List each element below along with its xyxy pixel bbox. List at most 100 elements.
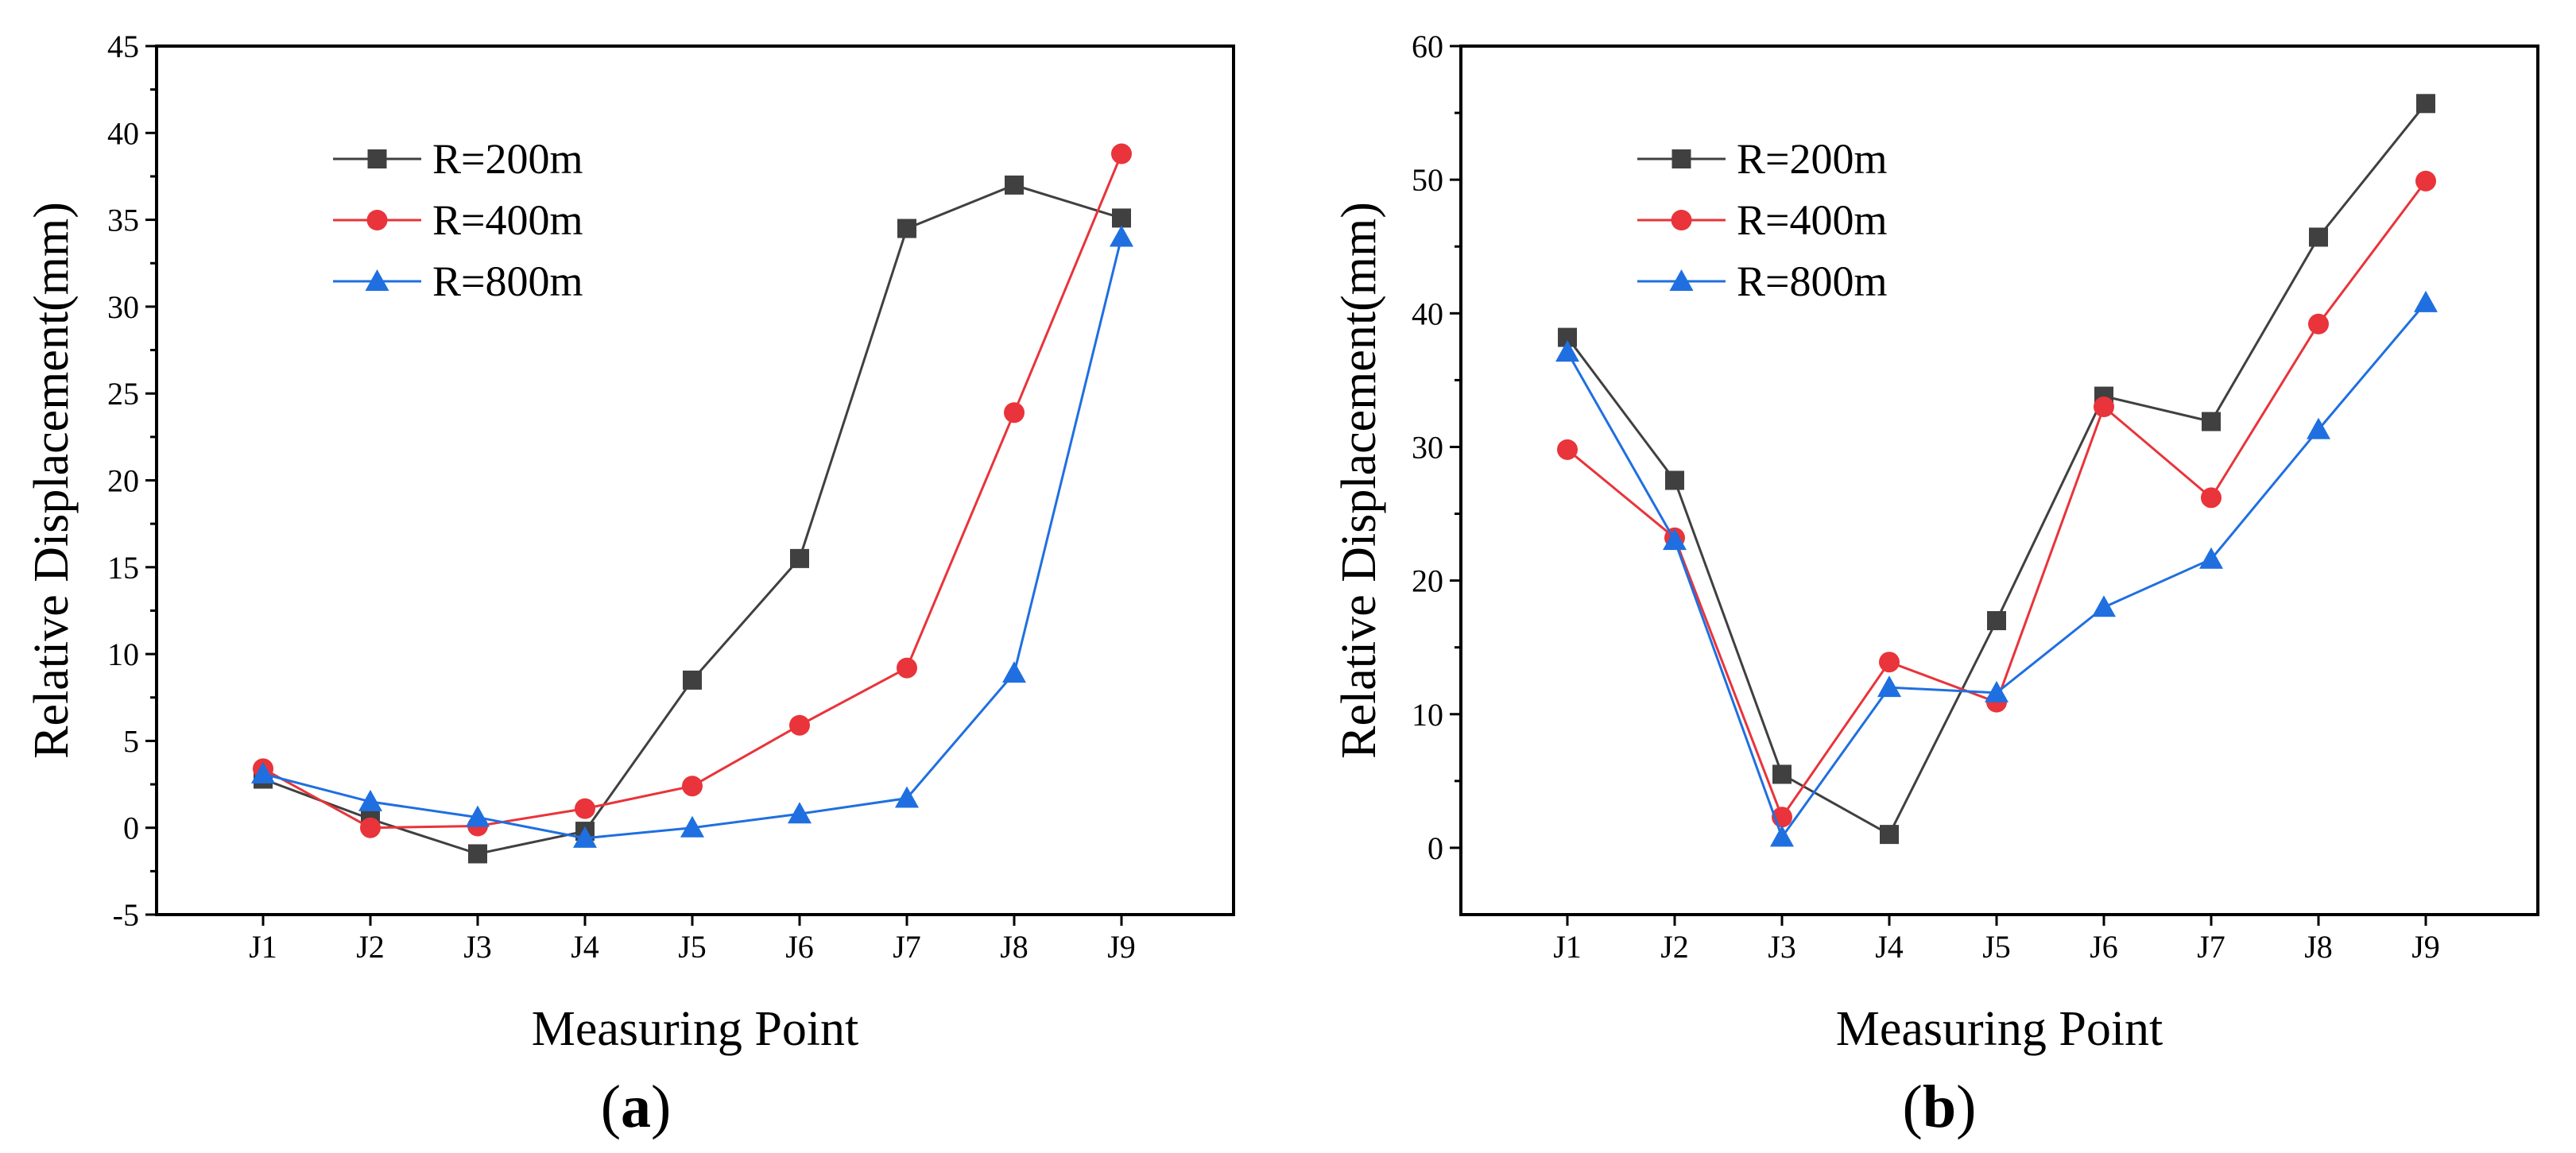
series-R=800m [1555,290,2438,847]
plot-frame [1459,44,2539,916]
data-point [683,670,702,690]
data-point [1005,175,1024,195]
y-axis-title: Relative Displacement(mm) [25,202,79,759]
data-point [2199,547,2223,569]
data-point [1770,825,1794,847]
data-point [573,826,597,848]
legend-label: R=800m [1737,257,1887,305]
y-tick-label: 20 [107,463,139,499]
data-point [466,805,490,827]
data-point [789,714,810,736]
legend-marker [366,210,388,230]
x-tick-label: J8 [2304,929,2333,965]
panel-label: (b) [1903,1074,1977,1140]
y-tick-label: 10 [1412,697,1443,733]
data-point [468,844,487,864]
series-line [1566,103,2427,837]
series-R=200m [254,175,1131,864]
data-point [895,786,919,808]
y-tick-label: 30 [1412,429,1443,465]
y-tick-label: 10 [107,636,139,672]
data-point [1877,675,1901,698]
x-tick-label: J6 [2090,929,2118,965]
y-tick-label: 25 [107,376,139,412]
y-tick-label: 30 [107,289,139,325]
y-tick-label: 35 [107,203,139,238]
data-point [1663,528,1687,551]
series-line [1567,180,2427,820]
y-axis-title: Relative Displacement(mm) [1332,202,1386,759]
data-point [1985,680,2009,702]
legend-marker [1669,269,1694,291]
legend-marker [365,269,389,291]
y-tick-label: -5 [113,897,139,933]
data-point [1557,439,1578,460]
data-point [251,761,275,783]
data-point [575,798,595,819]
x-tick-label: J3 [463,929,492,965]
chart-panel-a: -5 0 5 10 15 20 25 30 35 40 45 J1 J2 J3 J4 J5 J6 J7 J8 J9 Me… [25,29,1235,1140]
y-tick-label: 5 [123,723,139,759]
data-point [2201,487,2222,509]
data-point [680,815,704,838]
x-tick-label: J9 [2411,929,2440,965]
legend-label: R=400m [432,196,583,244]
series-line [1566,301,2427,840]
data-point [1110,225,1133,247]
series-R=200m [1558,94,2435,845]
x-tick-label: J6 [785,929,814,965]
data-point [360,817,381,838]
x-tick-label: J4 [1875,929,1904,965]
data-point [897,657,917,679]
data-point [1879,652,1900,673]
data-point [2092,595,2116,617]
x-tick-label: J7 [2197,929,2225,965]
y-tick-label: 50 [1412,162,1443,198]
data-point [1987,611,2006,631]
y-tick-label: 40 [1412,296,1443,331]
x-tick-label: J3 [1768,929,1796,965]
panel-label: (a) [601,1074,672,1140]
data-point [788,802,812,824]
series-R=400m [253,143,1132,838]
data-point [2414,290,2438,312]
series-R=400m [1557,170,2436,828]
data-point [2415,170,2436,192]
x-tick-label: J5 [678,929,707,965]
data-point [2094,397,2114,418]
data-point [1880,825,1899,845]
x-axis-title: Measuring Point [1836,1002,2163,1056]
legend-label: R=200m [432,135,583,183]
data-point [1772,764,1792,784]
data-point [1002,661,1026,683]
data-point [2202,412,2221,431]
legend-marker [1671,210,1692,230]
series-line [262,153,1123,830]
y-tick-label: 15 [107,550,139,586]
data-point [2308,313,2329,335]
x-tick-label: J2 [356,929,385,965]
series-line [262,184,1122,856]
data-point [1004,402,1025,424]
data-point [2307,417,2330,439]
legend: R=200m R=400m R=800m [333,135,583,305]
y-tick-label: 20 [1412,563,1443,599]
legend-label: R=800m [432,257,583,305]
x-tick-label: J7 [893,929,921,965]
x-tick-label: J1 [249,929,277,965]
data-point [1665,470,1684,490]
data-point [1111,143,1132,164]
chart-panel-b: 0 10 20 30 40 50 60 J1 J2 J3 J4 J5 J6 J7 J8 J9 Measuring… [1332,29,2539,1140]
y-tick-label: 40 [107,115,139,151]
y-tick-label: 0 [123,811,139,846]
x-tick-label: J2 [1660,929,1689,965]
legend-label: R=400m [1737,196,1887,244]
series-line [262,237,1123,840]
series-R=800m [251,225,1133,848]
data-point [790,548,809,568]
data-point [1555,340,1579,362]
y-tick-label: 45 [107,29,139,64]
data-point [2309,227,2328,247]
data-point [2416,94,2435,114]
